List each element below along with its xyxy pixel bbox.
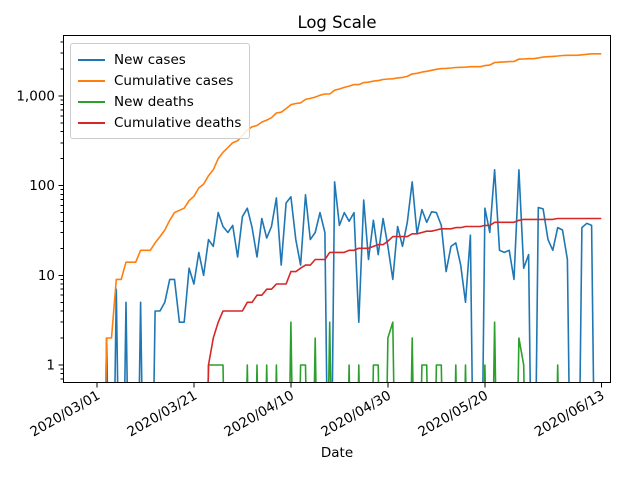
legend-label: Cumulative deaths bbox=[114, 114, 242, 131]
x-axis-label: Date bbox=[320, 445, 354, 461]
legend-item-cumulative-cases: Cumulative cases bbox=[78, 70, 249, 91]
y-tick-label: 1 bbox=[46, 358, 55, 374]
chart-title: Log Scale bbox=[297, 13, 377, 32]
y-tick-label: 1,000 bbox=[16, 88, 55, 104]
legend-item-new-cases: New cases bbox=[78, 49, 249, 70]
x-tick-label: 2020/06/13 bbox=[532, 388, 607, 441]
axis-ticks bbox=[58, 41, 602, 388]
series-line-new-cases bbox=[105, 169, 595, 383]
legend: New cases Cumulative cases New deaths Cumul… bbox=[70, 43, 250, 139]
x-axis: 2020/03/01 2020/03/21 2020/04/10 2020/04/30… bbox=[28, 388, 608, 441]
legend-line-swatch bbox=[78, 79, 105, 82]
legend-line-swatch bbox=[78, 58, 105, 61]
series-line-cumulative-deaths bbox=[207, 217, 602, 383]
legend-line-swatch bbox=[78, 100, 105, 103]
x-tick-label: 2020/04/30 bbox=[319, 388, 394, 441]
legend-label: New deaths bbox=[114, 93, 194, 110]
y-axis: 1 10 100 1,000 bbox=[16, 88, 55, 373]
series-line-cumulative-cases bbox=[105, 52, 602, 383]
legend-label: Cumulative cases bbox=[114, 72, 234, 89]
plot-border bbox=[63, 35, 611, 383]
y-tick-label: 100 bbox=[29, 178, 55, 194]
x-tick-label: 2020/05/20 bbox=[416, 388, 491, 441]
legend-item-cumulative-deaths: Cumulative deaths bbox=[78, 112, 249, 133]
legend-label: New cases bbox=[114, 51, 186, 68]
y-tick-label: 10 bbox=[38, 268, 55, 284]
x-tick-label: 2020/03/01 bbox=[28, 388, 103, 441]
legend-line-swatch bbox=[78, 121, 105, 124]
x-tick-label: 2020/04/10 bbox=[222, 388, 297, 441]
legend-item-new-deaths: New deaths bbox=[78, 91, 249, 112]
x-tick-label: 2020/03/21 bbox=[125, 388, 200, 441]
